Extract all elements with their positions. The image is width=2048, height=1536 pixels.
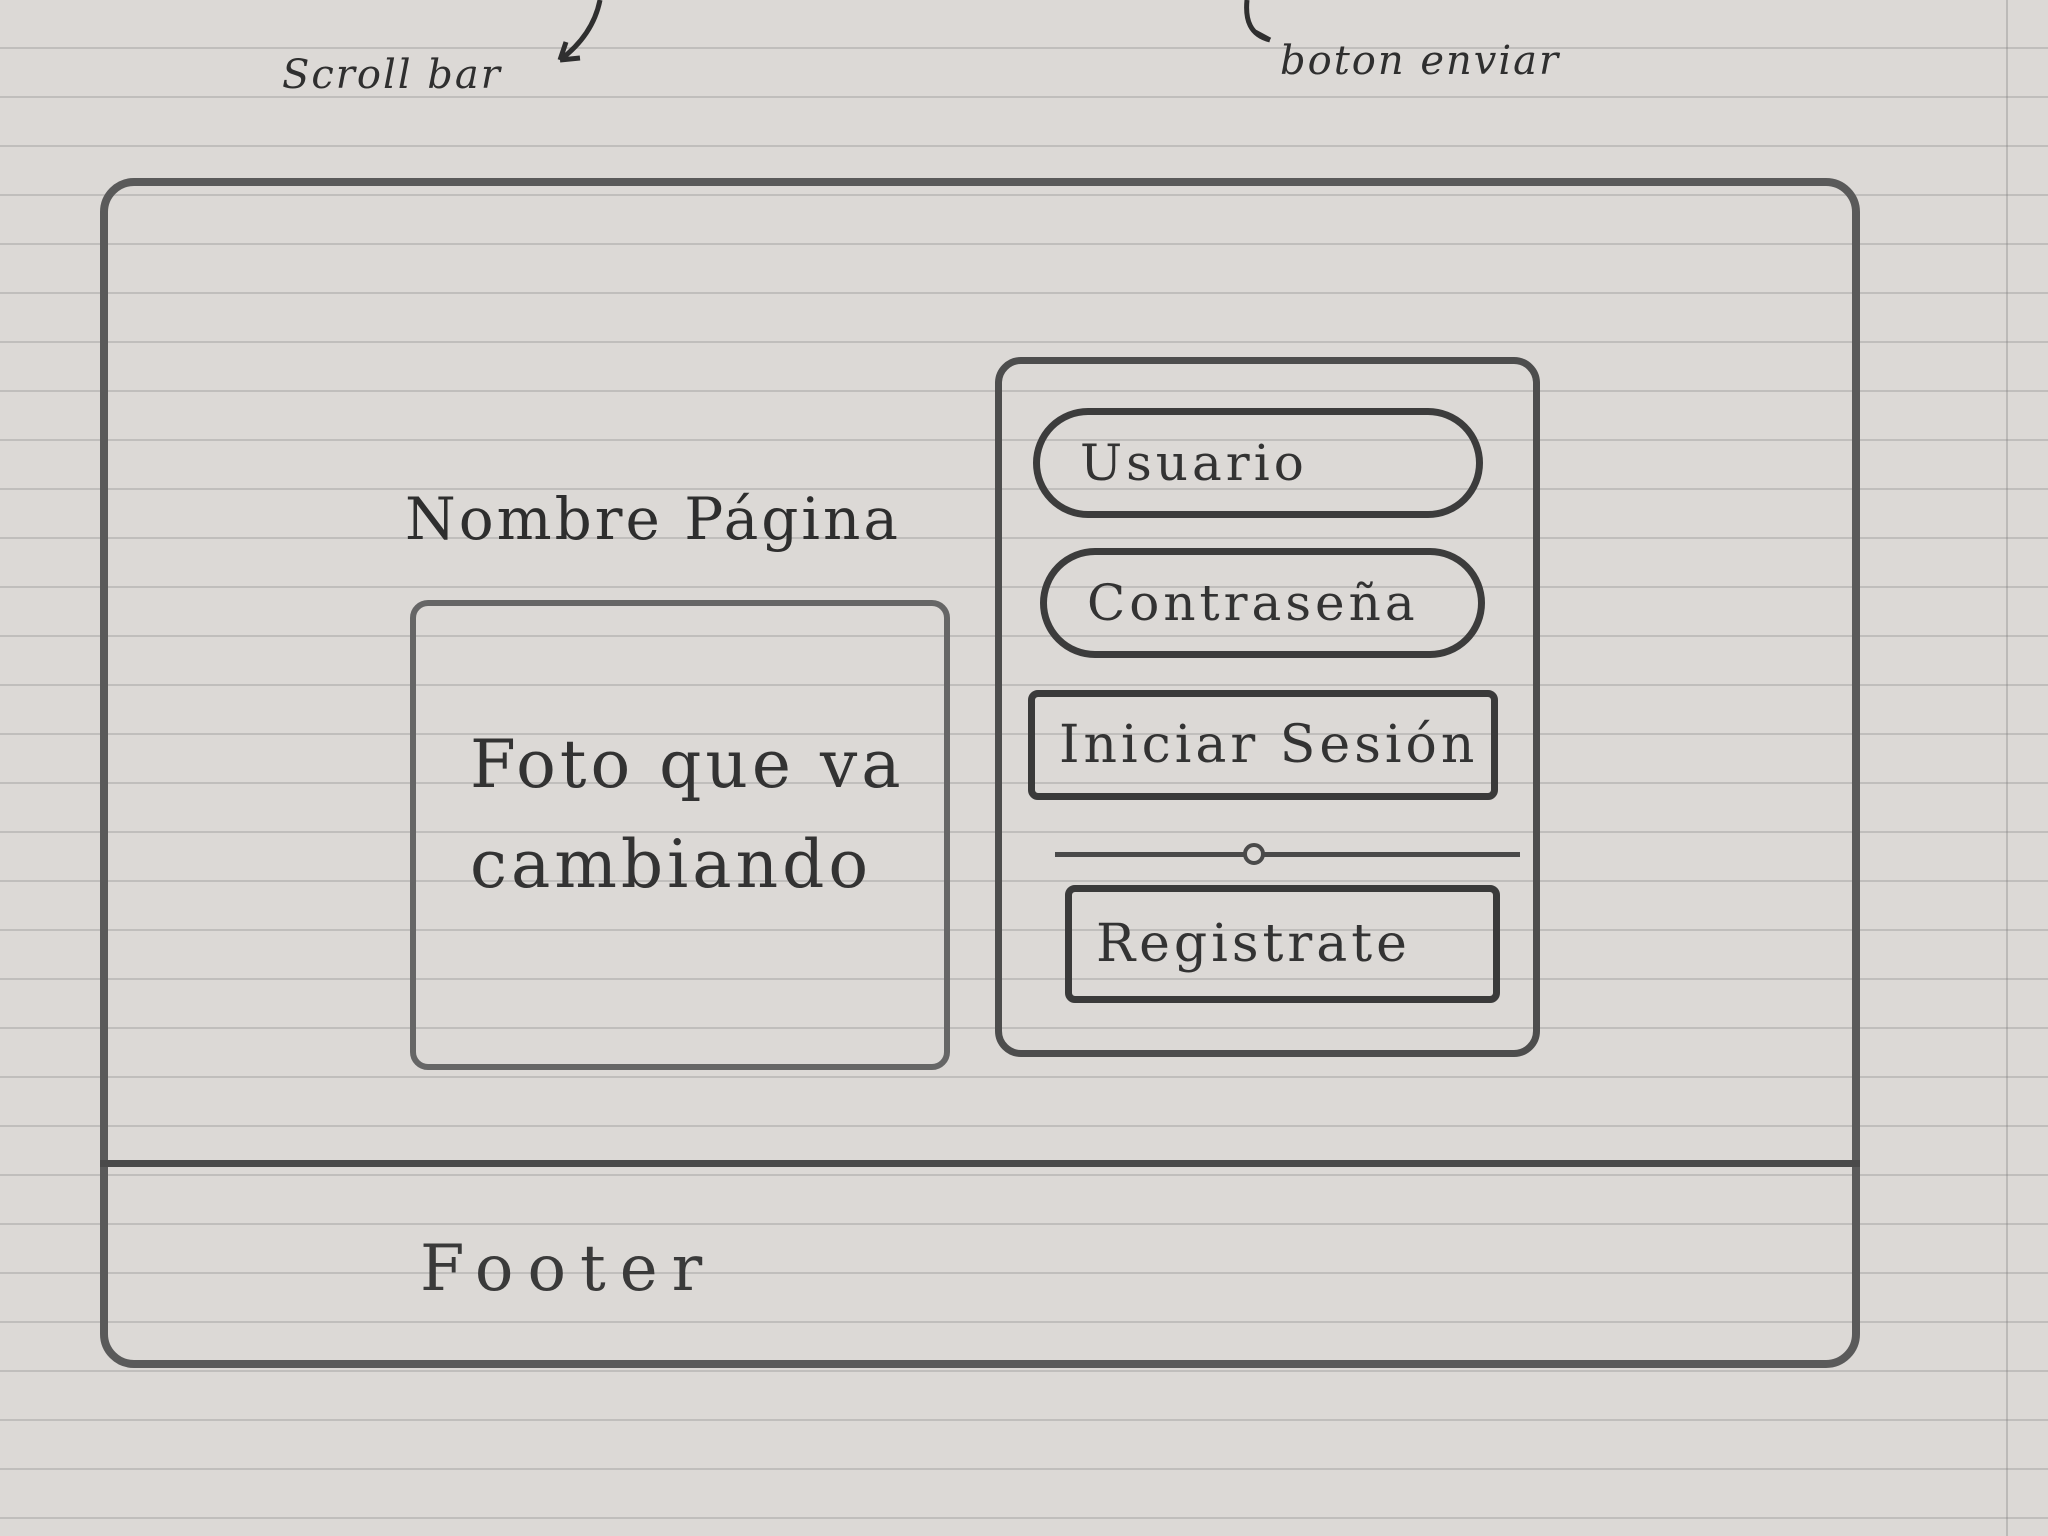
password-field-label: Contraseña	[1087, 574, 1419, 632]
login-button[interactable]: Iniciar Sesión	[1028, 690, 1498, 800]
footer-divider	[100, 1160, 1860, 1167]
scrollbar-arrow-icon	[557, 0, 603, 63]
scrollbar-annotation: Scroll bar	[282, 52, 502, 98]
footer: Footer	[420, 1232, 717, 1306]
send-button-arrow-icon	[1244, 0, 1272, 43]
page-title: Nombre Página	[405, 485, 901, 553]
password-field[interactable]: Contraseña	[1040, 548, 1485, 658]
photo-carousel	[410, 600, 950, 1070]
page-frame	[100, 178, 1860, 1368]
photo-carousel-label: Foto que va cambiando	[470, 726, 905, 903]
or-divider-label: o	[1245, 822, 1246, 823]
username-field[interactable]: Usuario	[1033, 408, 1483, 518]
login-button-label: Iniciar Sesión	[1059, 715, 1479, 775]
register-button[interactable]: Registrate	[1065, 885, 1500, 1003]
paper-margin-line	[2006, 0, 2008, 1536]
username-field-label: Usuario	[1080, 434, 1308, 492]
register-button-label: Registrate	[1096, 914, 1411, 974]
or-divider	[1055, 852, 1520, 857]
send-button-annotation: boton enviar	[1280, 38, 1561, 84]
or-divider-dot	[1243, 843, 1265, 865]
login-panel	[995, 357, 1540, 1057]
